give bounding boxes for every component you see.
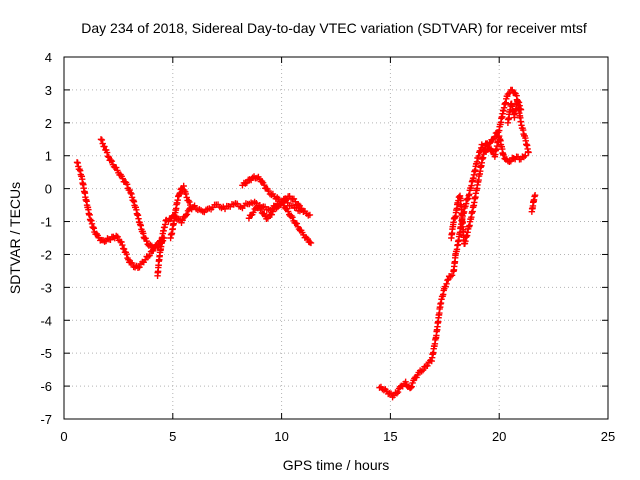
data-point [268,211,276,218]
data-point [402,378,409,386]
series-segment-e [167,182,194,242]
data-point [500,151,507,159]
y-tick-label: -4 [40,313,52,328]
data-point [260,181,268,189]
data-point [443,280,450,288]
data-point [517,106,525,113]
data-point [183,211,191,218]
data-point [101,143,108,150]
y-tick-label: -5 [40,346,52,361]
data-point [114,233,121,240]
chart-title: Day 234 of 2018, Sidereal Day-to-day VTE… [81,20,587,36]
data-point [179,217,186,224]
data-point [284,208,292,215]
y-tick-label: 4 [45,50,52,65]
series-segment-b [97,136,170,253]
x-tick-label: 5 [169,429,176,444]
data-point [394,388,402,396]
y-tick-label: 2 [45,116,52,131]
data-point [182,212,190,219]
series-segment-i [448,132,529,248]
data-point [293,220,301,227]
axis-ticks: 0 5 10 15 20 25 -7 -6 -5 -4 -3 -2 -1 0 1 2 3 4 [40,50,615,444]
data-point [160,234,168,242]
data-point [419,366,427,374]
data-point [103,149,111,156]
data-point [424,362,431,370]
data-point [176,189,184,197]
data-point [260,210,268,217]
data-points [73,86,539,401]
data-point [393,390,401,397]
y-tick-label: -6 [40,379,52,394]
data-point [143,237,150,245]
data-point [250,209,257,216]
data-point [107,156,114,164]
y-tick-label: 0 [45,182,52,197]
y-tick-label: 3 [45,83,52,98]
x-tick-label: 20 [492,429,506,444]
data-point [525,149,532,156]
data-point [485,141,492,149]
data-point [123,250,130,258]
data-point [269,208,277,215]
data-point [136,264,143,271]
data-point [146,252,153,259]
x-tick-label: 10 [274,429,288,444]
y-tick-label: -7 [40,412,52,427]
y-tick-label: -2 [40,247,52,262]
data-point [158,238,166,246]
plot-frame [63,56,609,420]
data-point [98,136,106,144]
data-point [185,197,192,204]
y-axis-label: SDTVAR / TECUs [7,182,23,294]
x-tick-label: 25 [601,429,615,444]
data-point [120,245,128,253]
data-point [279,199,286,207]
data-point [297,205,305,212]
y-tick-label: 1 [45,149,52,164]
y-tick-label: -3 [40,280,52,295]
data-point [408,383,415,390]
series-segment-g [245,193,305,223]
series-segment-c [154,234,168,280]
data-point [489,136,496,144]
data-point [104,153,112,160]
data-point [257,205,264,213]
data-point [306,211,314,219]
data-point [176,190,183,198]
data-point [522,152,529,159]
data-point [128,259,136,267]
data-point [304,235,311,243]
data-point [444,276,451,284]
data-point [123,181,131,188]
data-point [127,189,134,197]
x-axis-label: GPS time / hours [283,457,390,473]
data-point [448,272,456,279]
x-tick-label: 15 [383,429,397,444]
data-point [307,239,315,247]
data-point [142,256,149,263]
data-point [186,198,193,206]
data-point [119,175,126,182]
data-point [182,190,190,198]
series-segment-h [376,86,532,401]
data-point [289,214,296,221]
y-tick-label: -1 [40,215,52,230]
series-segment-j [504,97,525,127]
data-point [118,238,125,246]
data-point [507,158,515,165]
data-point [113,164,120,171]
data-point [407,384,415,391]
data-point [187,201,194,209]
series-segment-k [528,192,539,215]
x-tick-label: 0 [60,429,67,444]
data-point [478,141,485,148]
data-point [531,192,539,199]
data-point [108,157,116,165]
data-point [119,241,126,249]
